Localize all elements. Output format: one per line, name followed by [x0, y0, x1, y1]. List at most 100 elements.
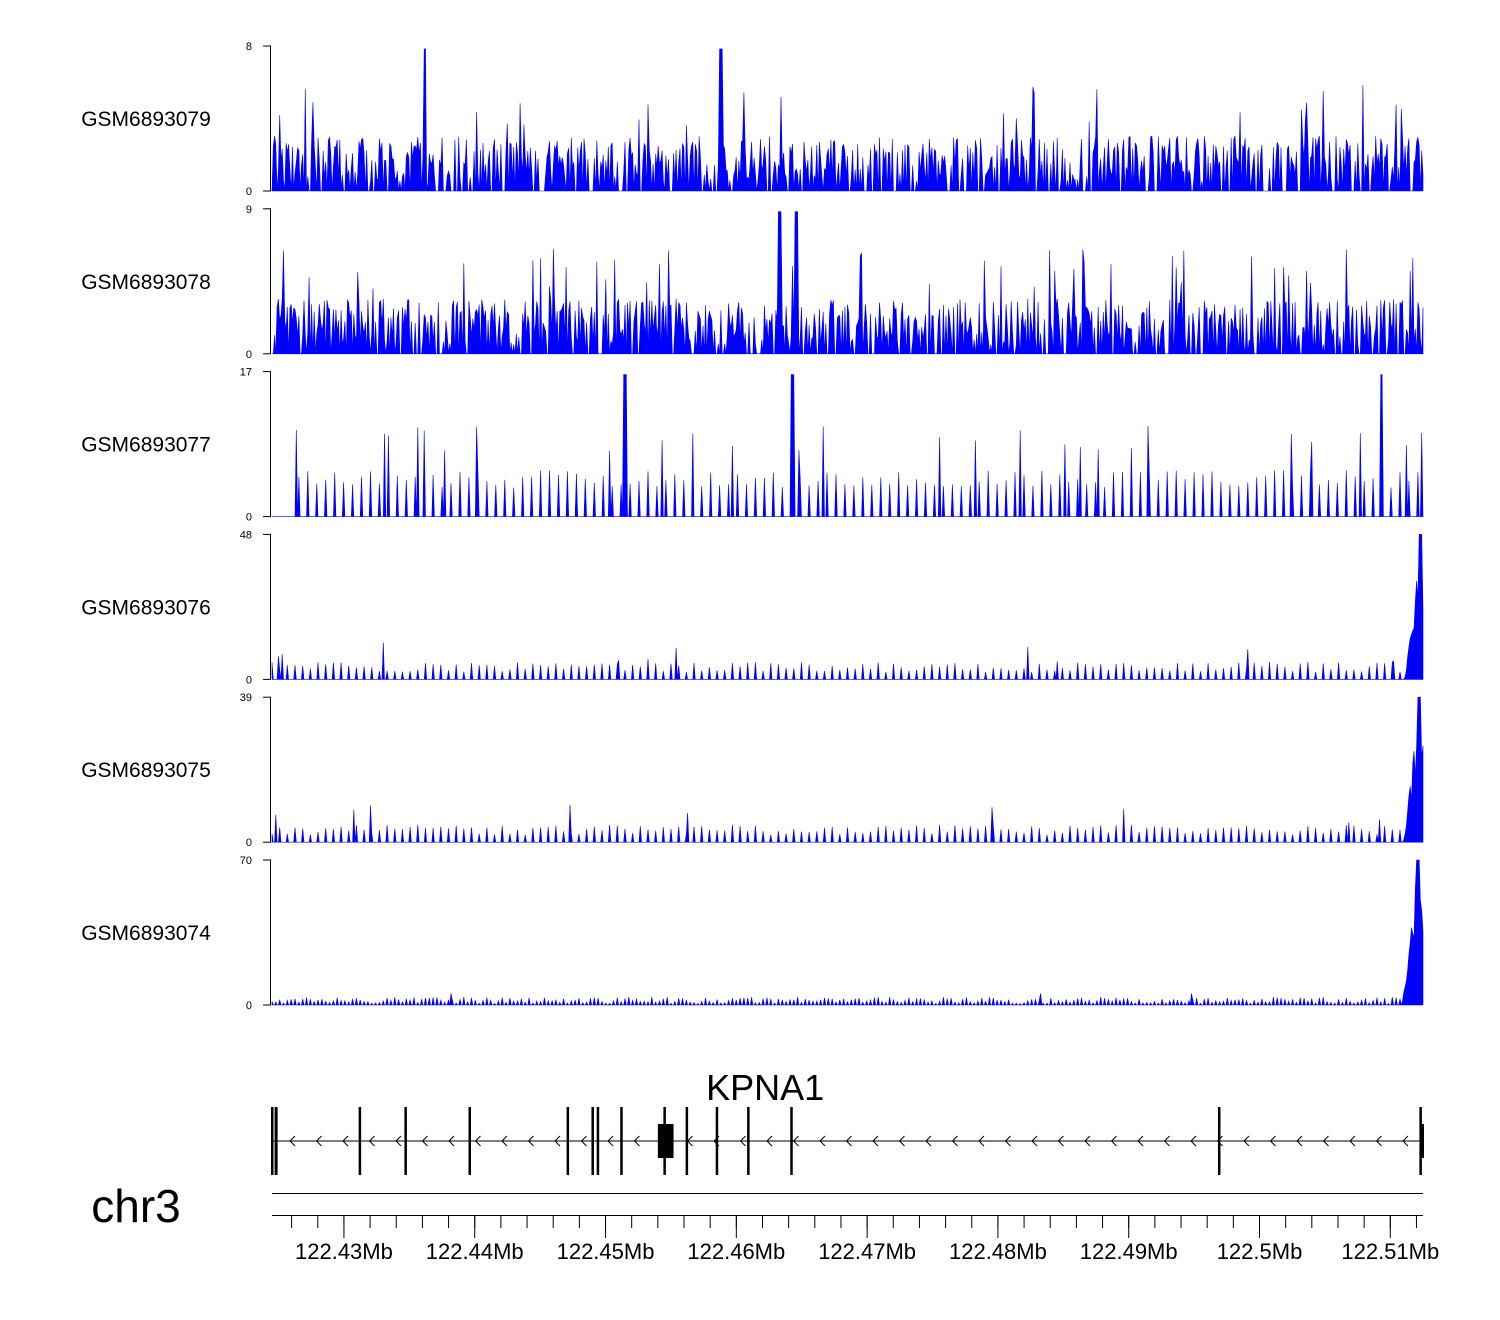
strand-arrow [421, 1135, 428, 1147]
exon-mark [566, 1107, 570, 1175]
strand-arrow [1349, 1135, 1356, 1147]
y-max-label: 39 [240, 692, 252, 704]
track-GSM6893076: GSM6893076 48 0 [81, 529, 1424, 686]
strand-arrow [633, 1135, 640, 1147]
exon-mark [468, 1107, 472, 1175]
strand-arrow [448, 1135, 455, 1147]
strand-arrow [342, 1135, 349, 1147]
strand-arrow [1296, 1135, 1303, 1147]
coverage-area [271, 534, 1424, 680]
y-max-label: 70 [240, 855, 252, 867]
y-max-label: 9 [246, 204, 252, 216]
strand-arrow [898, 1135, 905, 1147]
exon-mark [271, 1107, 274, 1175]
strand-arrow [872, 1135, 879, 1147]
x-tick-label: 122.49Mb [1080, 1239, 1178, 1264]
strand-arrow [845, 1135, 852, 1147]
gene-name-label: KPNA1 [706, 1067, 824, 1108]
track-label: GSM6893075 [81, 759, 211, 782]
strand-arrow [607, 1135, 614, 1147]
strand-arrow [1216, 1135, 1223, 1147]
x-tick-label: 122.46Mb [687, 1239, 785, 1264]
strand-arrow [1243, 1135, 1250, 1147]
y-zero-label: 0 [246, 512, 252, 524]
genomic-axis: chr3 122.43Mb 122.44Mb 122.45Mb 122.46Mb 122.… [91, 1180, 1439, 1264]
strand-arrow [1375, 1135, 1382, 1147]
x-tick-label: 122.51Mb [1341, 1239, 1439, 1264]
strand-arrow [527, 1135, 534, 1147]
exon-mark [596, 1107, 600, 1175]
strand-arrow [1004, 1135, 1011, 1147]
strand-arrow [474, 1135, 481, 1147]
strand-arrow [1269, 1135, 1276, 1147]
y-max-label: 17 [240, 367, 252, 379]
coverage-area [272, 211, 1424, 355]
y-zero-label: 0 [246, 186, 252, 198]
strand-arrow [501, 1135, 508, 1147]
strand-arrow [1137, 1135, 1144, 1147]
coverage-area [271, 859, 1424, 1006]
exon-mark [404, 1107, 407, 1175]
strand-arrow [368, 1135, 375, 1147]
strand-arrow [925, 1135, 932, 1147]
exon-mark [591, 1107, 594, 1175]
track-GSM6893075: GSM6893075 39 0 [81, 692, 1424, 849]
x-tick-label: 122.43Mb [295, 1239, 393, 1264]
strand-arrow [792, 1135, 799, 1147]
exon-block [657, 1124, 674, 1158]
strand-arrow [315, 1135, 322, 1147]
strand-arrow [395, 1135, 402, 1147]
y-zero-label: 0 [246, 349, 252, 361]
strand-arrow [1057, 1135, 1064, 1147]
exon-mark [1420, 1124, 1424, 1158]
y-zero-label: 0 [246, 674, 252, 686]
exon-mark [274, 1107, 278, 1175]
strand-arrow [1190, 1135, 1197, 1147]
strand-arrow [1110, 1135, 1117, 1147]
exon-mark [715, 1107, 719, 1175]
strand-arrow [580, 1135, 587, 1147]
x-tick-label: 122.47Mb [818, 1239, 916, 1264]
track-label: GSM6893078 [81, 271, 211, 294]
exon-mark [358, 1107, 362, 1175]
exon-mark [685, 1107, 689, 1175]
y-zero-label: 0 [246, 1000, 252, 1012]
strand-arrow [554, 1135, 561, 1147]
track-label: GSM6893077 [81, 434, 211, 457]
track-GSM6893077: GSM6893077 17 0 [81, 367, 1424, 524]
track-GSM6893074: GSM6893074 70 0 [81, 855, 1424, 1012]
y-max-label: 8 [246, 41, 252, 53]
strand-arrow [766, 1135, 773, 1147]
exon-mark [1217, 1107, 1221, 1175]
strand-arrow [1031, 1135, 1038, 1147]
y-zero-label: 0 [246, 837, 252, 849]
coverage-tracks: GSM689307980GSM689307890GSM6893077170GSM… [81, 41, 1424, 1012]
strand-arrow [1402, 1135, 1409, 1147]
chromosome-label: chr3 [91, 1180, 180, 1232]
strand-arrow [1084, 1135, 1091, 1147]
x-tick-label: 122.44Mb [426, 1239, 524, 1264]
strand-arrow [289, 1135, 296, 1147]
gene-model-kpna1: KPNA1 [271, 1067, 1424, 1175]
coverage-area [271, 48, 1424, 192]
track-label: GSM6893074 [81, 922, 211, 945]
strand-arrow [1163, 1135, 1170, 1147]
x-tick-label: 122.5Mb [1217, 1239, 1303, 1264]
strand-arrow [819, 1135, 826, 1147]
exon-mark [790, 1107, 793, 1175]
strand-arrow [951, 1135, 958, 1147]
track-label: GSM6893076 [81, 596, 211, 619]
strand-arrow [739, 1135, 746, 1147]
strand-arrow [978, 1135, 985, 1147]
coverage-area [271, 696, 1424, 843]
track-GSM6893079: GSM6893079 8 0 [81, 41, 1424, 198]
coverage-area [272, 374, 1424, 517]
x-tick-label: 122.45Mb [557, 1239, 655, 1264]
strand-arrow [1322, 1135, 1329, 1147]
exon-mark [620, 1107, 623, 1175]
exon-mark [747, 1107, 750, 1175]
track-GSM6893078: GSM6893078 9 0 [81, 204, 1424, 361]
track-label: GSM6893079 [81, 108, 211, 131]
y-max-label: 48 [240, 529, 252, 541]
